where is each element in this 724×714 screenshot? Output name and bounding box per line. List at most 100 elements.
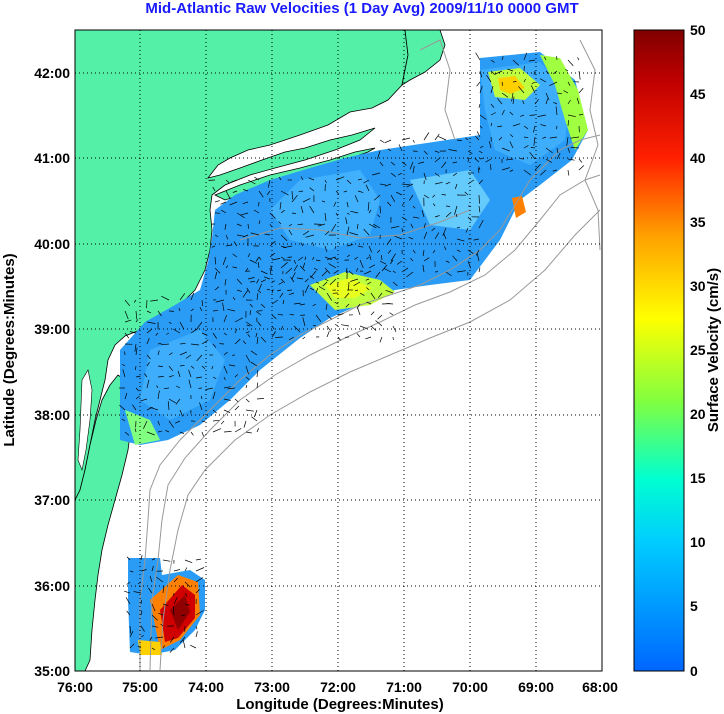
velocity-arrow	[324, 231, 330, 236]
velocity-arrow	[231, 179, 238, 183]
velocity-arrow	[346, 226, 350, 236]
velocity-arrow	[570, 146, 580, 149]
velocity-arrow	[545, 70, 550, 74]
x-tick-label: 73:00	[254, 679, 290, 695]
map-title: Mid-Atlantic Raw Velocities (1 Day Avg) …	[145, 0, 579, 17]
velocity-arrow	[119, 404, 126, 411]
velocity-arrow	[181, 614, 186, 616]
velocity-arrow	[334, 245, 337, 250]
velocity-arrow	[545, 158, 552, 163]
velocity-arrow	[184, 559, 193, 564]
velocity-arrow	[357, 307, 361, 316]
velocity-arrow	[256, 382, 259, 389]
y-tick-label: 37:00	[34, 492, 70, 508]
velocity-arrow	[368, 264, 376, 269]
velocity-arrow	[370, 325, 377, 331]
velocity-arrow	[190, 328, 198, 334]
velocity-arrow	[478, 150, 483, 154]
colorbar-tick-label: 35	[690, 214, 706, 230]
velocity-arrow	[124, 332, 130, 339]
velocity-arrow	[317, 223, 326, 227]
velocity-arrow	[490, 70, 495, 75]
velocity-arrow	[250, 350, 258, 356]
velocity-arrow	[249, 310, 252, 316]
velocity-arrow	[179, 351, 188, 356]
velocity-arrow	[401, 227, 403, 233]
velocity-arrow	[211, 365, 214, 370]
velocity-arrow	[160, 343, 170, 346]
velocity-arrow	[199, 402, 203, 411]
velocity-arrow	[529, 151, 536, 160]
velocity-arrow	[190, 365, 195, 369]
velocity-arrow	[324, 245, 328, 253]
velocity-arrow	[346, 254, 351, 258]
velocity-arrow	[384, 183, 392, 187]
velocity-arrow	[530, 85, 536, 94]
velocity-arrow	[310, 270, 317, 279]
velocity-vectors	[118, 52, 585, 653]
velocity-arrow	[184, 603, 190, 606]
velocity-arrow	[359, 292, 365, 296]
velocity-arrow	[195, 567, 205, 572]
velocity-arrow	[256, 428, 260, 433]
velocity-arrow	[379, 139, 385, 143]
velocity-arrow	[456, 238, 465, 242]
velocity-arrow	[354, 195, 359, 203]
velocity-arrow	[366, 256, 370, 260]
velocity-arrow	[222, 302, 225, 312]
velocity-arrow	[255, 332, 258, 338]
velocity-arrow	[512, 123, 521, 127]
velocity-arrow	[348, 270, 354, 275]
y-tick-label: 39:00	[34, 321, 70, 337]
velocity-arrow	[293, 259, 297, 264]
velocity-arrow	[401, 161, 407, 166]
velocity-arrow	[302, 336, 306, 340]
colorbar-tick-label: 50	[690, 22, 706, 38]
velocity-arrow	[151, 603, 156, 612]
velocity-arrow	[478, 267, 481, 273]
velocity-arrow	[359, 259, 364, 269]
velocity-arrow	[212, 419, 220, 422]
velocity-arrow	[357, 178, 363, 181]
velocity-arrow	[452, 172, 458, 177]
velocity-arrow	[288, 223, 293, 227]
velocity-arrow	[229, 201, 238, 206]
velocity-arrow	[266, 190, 271, 196]
velocity-arrow	[266, 288, 271, 291]
velocity-arrow	[223, 332, 227, 336]
x-tick-label: 76:00	[57, 679, 93, 695]
velocity-arrow	[379, 336, 383, 343]
velocity-arrow	[384, 268, 392, 273]
velocity-arrow	[256, 370, 259, 378]
velocity-arrow	[271, 289, 274, 294]
velocity-arrow	[162, 559, 171, 562]
velocity-arrow	[290, 276, 295, 283]
velocity-arrow	[501, 56, 504, 61]
velocity-arrow	[326, 314, 333, 320]
velocity-arrow	[129, 625, 132, 634]
velocity-arrow	[401, 267, 409, 273]
velocity-arrow	[170, 636, 175, 643]
velocity-arrow	[545, 147, 553, 154]
velocity-arrow	[223, 398, 231, 401]
velocity-arrow	[228, 364, 236, 367]
velocity-arrow	[242, 201, 249, 205]
velocity-arrow	[279, 292, 284, 298]
velocity-arrow	[356, 333, 361, 338]
velocity-arrow	[250, 232, 260, 236]
velocity-arrow	[475, 249, 480, 256]
velocity-arrow	[501, 92, 509, 98]
velocity-arrow	[350, 210, 359, 214]
velocity-arrow	[523, 136, 529, 139]
land-northeast	[75, 30, 409, 501]
velocity-arrow	[224, 223, 227, 230]
velocity-arrow	[174, 420, 181, 424]
velocity-arrow	[140, 555, 143, 561]
velocity-arrow	[220, 420, 225, 425]
velocity-arrow	[337, 313, 344, 316]
velocity-arrow	[478, 205, 481, 213]
velocity-arrow	[246, 324, 251, 327]
velocity-arrow	[232, 190, 238, 193]
velocity-arrow	[423, 150, 428, 155]
velocity-arrow	[315, 281, 320, 284]
